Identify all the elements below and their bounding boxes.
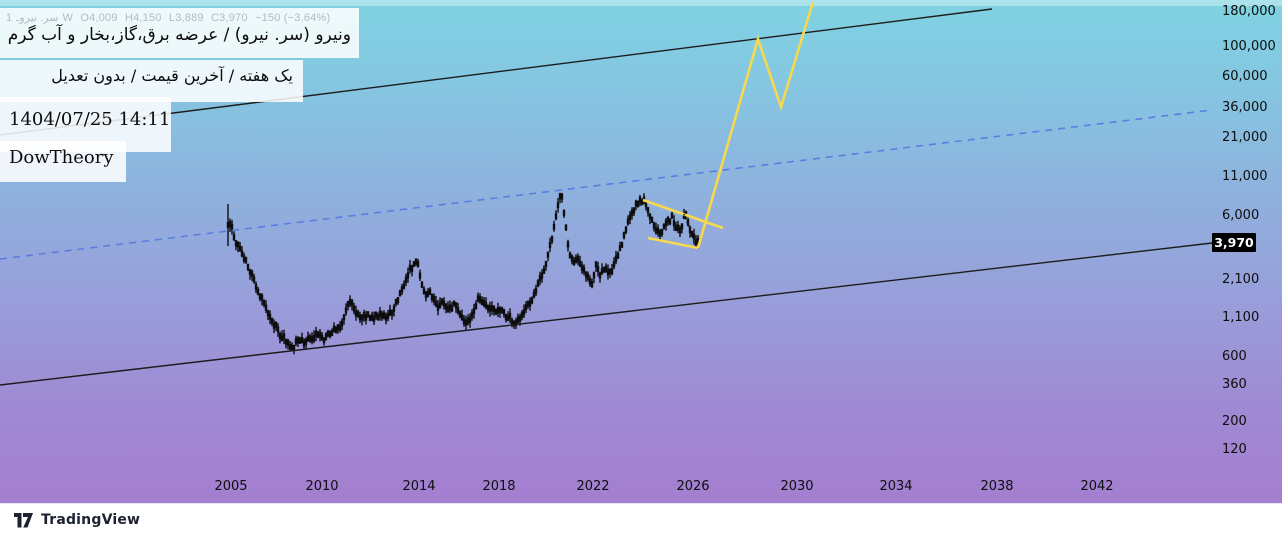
x-axis-label: 2034 <box>879 479 913 494</box>
tradingview-logo-icon[interactable] <box>14 512 33 528</box>
x-axis-label: 2005 <box>214 479 248 494</box>
symbol-title: ونیرو (سر. نیرو) / عرضه برق،گاز،بخار و آ… <box>7 25 351 45</box>
symbol-number: 1 <box>6 12 13 24</box>
price-chart-canvas[interactable] <box>0 0 1282 503</box>
interval-subtitle: یک هفته / آخرین قیمت / بدون تعدیل <box>51 66 293 85</box>
annotation-text: DowTheory <box>9 147 114 168</box>
x-axis-label: 2042 <box>1080 479 1114 494</box>
time-axis[interactable]: 2005 2010 2014 2018 2022 2026 2030 2034 2038 2042 <box>0 467 1282 503</box>
end-dotted-segment[interactable] <box>683 213 697 248</box>
x-axis-label: 2030 <box>780 479 814 494</box>
x-axis-label: 2038 <box>980 479 1014 494</box>
lower-channel-line[interactable] <box>0 242 1213 386</box>
symbol-legend-box[interactable]: 1 سر. نیروـW O4,009 H4,150 L3,889 C3,970 … <box>0 8 359 58</box>
ohlc-readout: 1 سر. نیروـW O4,009 H4,150 L3,889 C3,970 … <box>0 8 359 24</box>
annotation-box[interactable]: DowTheory <box>0 141 126 182</box>
x-axis-label: 2022 <box>576 479 610 494</box>
x-axis-label: 2010 <box>305 479 339 494</box>
x-axis-label: 2018 <box>482 479 516 494</box>
footer-bar: TradingView <box>0 503 1282 535</box>
high-value: H4,150 <box>124 12 162 24</box>
close-value: C3,970 <box>211 12 248 24</box>
symbol-name: سر. نیرو <box>19 12 59 24</box>
interval-label: ـW <box>16 12 74 24</box>
mid-channel-dashed-line[interactable] <box>0 109 1213 260</box>
current-price-badge: 3,970 <box>1212 233 1256 252</box>
change-value: −150 (−3.64%) <box>254 12 331 24</box>
x-axis-label: 2026 <box>676 479 710 494</box>
tradingview-brand-text[interactable]: TradingView <box>41 512 141 528</box>
open-value: O4,009 <box>80 12 118 24</box>
datetime-text: 1404/07/25 14:11 <box>9 109 171 130</box>
low-value: L3,889 <box>168 12 204 24</box>
interval-subtitle-box[interactable]: یک هفته / آخرین قیمت / بدون تعدیل <box>0 60 303 102</box>
top-edge-strip <box>0 0 1282 6</box>
yellow-flag-upper[interactable] <box>642 198 724 230</box>
yellow-flag-lower[interactable] <box>647 236 699 250</box>
weekly-price-bars <box>226 193 700 351</box>
yellow-projection-zigzag[interactable] <box>696 1 815 249</box>
x-axis-label: 2014 <box>402 479 436 494</box>
